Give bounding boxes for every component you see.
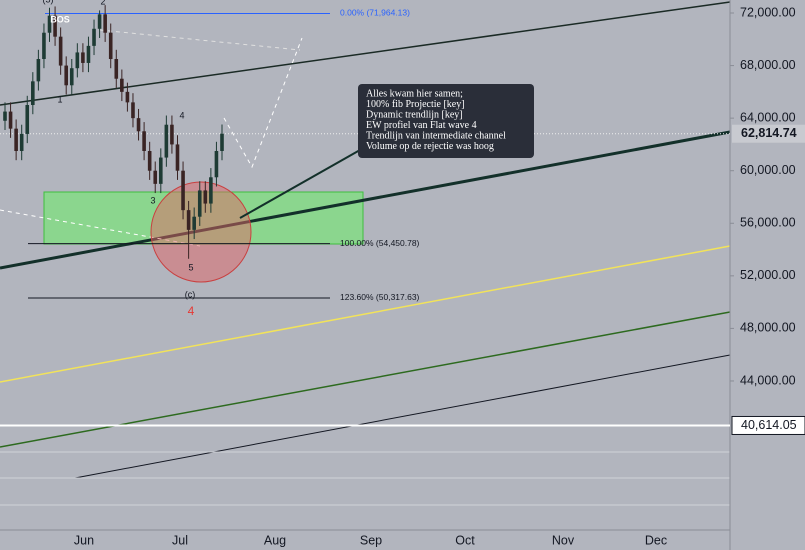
candle-body xyxy=(197,190,202,217)
note-line: 100% fib Projectie [key] xyxy=(366,99,465,110)
x-tick-label: Nov xyxy=(552,533,575,547)
x-tick-label: Jul xyxy=(172,533,188,547)
wave-label: 2 xyxy=(100,0,105,6)
note: Alles kwam hier samen;100% fib Projectie… xyxy=(366,88,506,152)
candle-body xyxy=(25,105,30,134)
candle-body xyxy=(53,15,57,37)
wave-label: 5 xyxy=(188,262,193,272)
trend-line xyxy=(74,354,731,479)
wave-label: 1 xyxy=(57,94,62,104)
projection-path xyxy=(223,37,303,169)
x-tick-label: Oct xyxy=(455,533,475,547)
note-line: Volume op de rejectie was hoog xyxy=(366,141,494,152)
x-tick-label: Sep xyxy=(360,533,382,547)
candle-body xyxy=(136,118,141,132)
candle-body xyxy=(103,14,107,33)
candle-body xyxy=(31,81,35,106)
price-line-label: 40,614.05 xyxy=(741,418,797,432)
candle-body xyxy=(42,32,46,60)
trend-line xyxy=(0,311,731,448)
y-tick-label: 52,000.00 xyxy=(740,268,796,282)
candle-body xyxy=(8,111,13,129)
candle-body xyxy=(142,131,146,151)
candle-body xyxy=(47,15,52,33)
fib-label: 100.00% (54,450.78) xyxy=(340,238,420,248)
candle-body xyxy=(153,170,158,184)
trend-line xyxy=(0,130,731,270)
candle-body xyxy=(3,111,7,121)
candle-body xyxy=(209,177,213,204)
y-tick-label: 48,000.00 xyxy=(740,321,796,335)
candle-body xyxy=(64,65,69,86)
candle-body xyxy=(147,150,152,171)
candle-body xyxy=(86,45,91,63)
y-tick-label: 72,000.00 xyxy=(740,5,796,19)
candle-body xyxy=(69,68,74,86)
wave-label: 4 xyxy=(179,110,184,120)
candle-body xyxy=(108,32,113,60)
candle-body xyxy=(192,216,196,230)
candle-body xyxy=(158,157,163,184)
dashed-line xyxy=(99,29,301,51)
y-tick-label: 64,000.00 xyxy=(740,110,796,124)
candle-body xyxy=(170,124,174,145)
trend-line xyxy=(0,245,731,383)
y-tick-label: 44,000.00 xyxy=(740,373,796,387)
wave-label: (c) xyxy=(185,289,196,299)
y-tick-label: 60,000.00 xyxy=(740,163,796,177)
candle-body xyxy=(58,36,63,66)
candle-body xyxy=(36,59,41,82)
highlight-circle xyxy=(150,181,252,283)
wave-label: BOS xyxy=(50,14,70,24)
marks: 0.00% (71,964.13) 100.00% (54,450.78) 123.… xyxy=(0,0,730,427)
wave-count: 4 xyxy=(188,304,195,318)
candle-body xyxy=(125,91,130,103)
candle-body xyxy=(97,14,102,29)
note-box xyxy=(358,84,534,158)
candle-body xyxy=(186,210,191,230)
x-tick-label: Aug xyxy=(264,533,286,547)
x-tick-label: Jun xyxy=(74,533,94,547)
note-line: Trendlijn van intermediate channel xyxy=(366,130,506,141)
candle-body xyxy=(19,133,24,151)
note-line: Alles kwam hier samen; xyxy=(366,88,463,99)
candle-body xyxy=(220,133,224,151)
candle-body xyxy=(120,78,124,92)
callout-line xyxy=(239,149,361,219)
candle-body xyxy=(114,59,119,79)
last-price-box xyxy=(732,124,805,143)
wave-label: 3 xyxy=(150,195,155,205)
candle-body xyxy=(14,128,18,151)
y-tick-label: 68,000.00 xyxy=(740,58,796,72)
price-line-box xyxy=(731,415,805,435)
fib-label: 123.60% (50,317.63) xyxy=(340,292,420,302)
note-line: Dynamic trendlijn [key] xyxy=(366,109,463,120)
fib-label: 0.00% (71,964.13) xyxy=(340,8,410,18)
y-tick-label: 56,000.00 xyxy=(740,216,796,230)
last-price-label: 62,814.74 xyxy=(741,126,797,140)
candle-body xyxy=(175,144,180,171)
candle-body xyxy=(203,190,208,204)
candle-body xyxy=(75,52,80,69)
candle-body xyxy=(92,28,96,46)
candle-body xyxy=(214,150,219,178)
wave-label: (5) xyxy=(43,0,54,4)
x-tick-label: Dec xyxy=(645,533,667,547)
candle-body xyxy=(131,102,135,119)
candle-body xyxy=(181,170,185,211)
note-line: EW profiel van Flat wave 4 xyxy=(366,120,477,131)
candle-body xyxy=(164,124,169,158)
candle-body xyxy=(81,52,85,63)
